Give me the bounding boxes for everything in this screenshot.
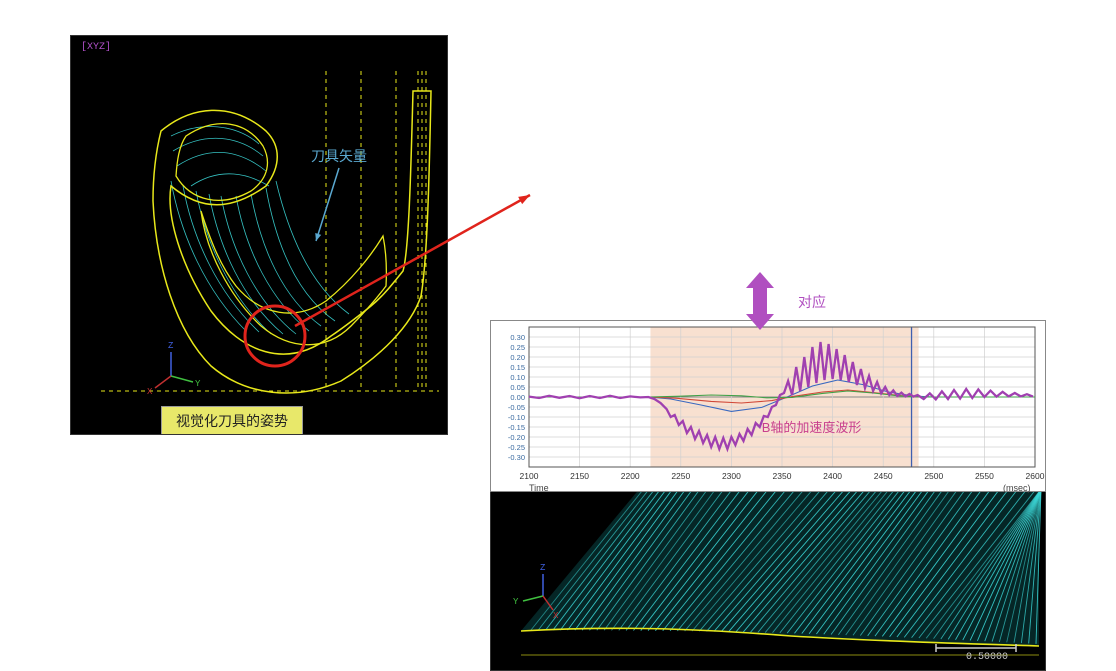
svg-text:-0.20: -0.20 [508, 433, 525, 442]
svg-text:-0.05: -0.05 [508, 403, 525, 412]
svg-text:0.10: 0.10 [510, 373, 525, 382]
svg-text:2150: 2150 [570, 471, 589, 481]
svg-text:2350: 2350 [773, 471, 792, 481]
svg-text:0.25: 0.25 [510, 343, 525, 352]
chart-xlabel-time: Time [529, 483, 549, 493]
svg-text:-0.25: -0.25 [508, 443, 525, 452]
svg-text:2500: 2500 [924, 471, 943, 481]
waveform-chart: 0.300.250.200.150.100.050.00-0.05-0.10-0… [490, 320, 1046, 492]
svg-text:2250: 2250 [671, 471, 690, 481]
svg-text:X: X [147, 387, 153, 397]
svg-text:2200: 2200 [621, 471, 640, 481]
svg-text:0.15: 0.15 [510, 363, 525, 372]
svg-text:2550: 2550 [975, 471, 994, 481]
svg-text:Y: Y [513, 597, 519, 607]
svg-text:2450: 2450 [874, 471, 893, 481]
left-3d-viewport: [XYZ] ZYX 刀具矢量 视觉化刀具的姿势 [70, 35, 448, 435]
svg-text:-0.30: -0.30 [508, 453, 525, 462]
svg-text:0.20: 0.20 [510, 353, 525, 362]
correspondence-label: 对应 [798, 292, 826, 312]
left-caption: 视觉化刀具的姿势 [161, 406, 303, 435]
svg-text:Z: Z [540, 563, 546, 573]
svg-text:2400: 2400 [823, 471, 842, 481]
b-axis-waveform-label: B轴的加速度波形 [762, 417, 862, 436]
svg-text:-0.10: -0.10 [508, 413, 525, 422]
svg-text:-0.15: -0.15 [508, 423, 525, 432]
svg-text:0.00: 0.00 [510, 393, 525, 402]
svg-text:Z: Z [168, 341, 174, 351]
left-tool-posture-svg: Z Y X [71, 36, 448, 435]
chart-xlabel-unit: (msec) [1003, 483, 1031, 493]
svg-text:2100: 2100 [520, 471, 539, 481]
svg-text:0.05: 0.05 [510, 383, 525, 392]
svg-text:X: X [553, 611, 559, 621]
svg-text:2600: 2600 [1026, 471, 1045, 481]
svg-text:Y: Y [195, 379, 201, 389]
tool-vector-label: 刀具矢量 [311, 146, 367, 166]
scale-bar-label: 0.50000 [966, 652, 1008, 663]
svg-text:0.30: 0.30 [510, 333, 525, 342]
svg-text:2300: 2300 [722, 471, 741, 481]
waveform-svg: 0.300.250.200.150.100.050.00-0.05-0.10-0… [491, 321, 1047, 493]
